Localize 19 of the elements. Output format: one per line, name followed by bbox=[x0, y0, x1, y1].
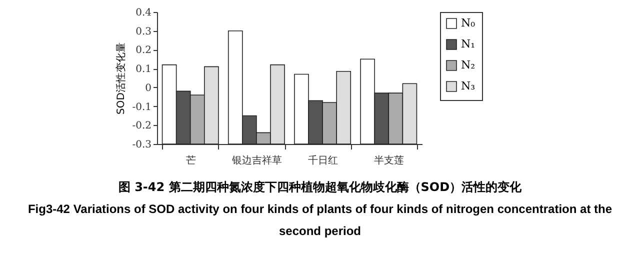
legend-label: N₂ bbox=[461, 58, 476, 72]
x-tick-label: 芒 bbox=[186, 154, 196, 166]
y-tick-label: 0.3 bbox=[136, 26, 152, 38]
y-tick-label: 0.1 bbox=[136, 64, 152, 76]
x-tick-label: 半支莲 bbox=[374, 154, 404, 166]
y-tick-label: -0.3 bbox=[132, 140, 152, 150]
legend-label: N₀ bbox=[461, 16, 476, 30]
legend-label: N₁ bbox=[461, 38, 476, 50]
y-tick-label: -0.1 bbox=[132, 102, 152, 113]
y-tick-label: 0.4 bbox=[136, 8, 152, 18]
y-axis-title: SOD活性变化量 bbox=[115, 42, 128, 114]
y-tick-label: 0 bbox=[145, 82, 152, 94]
legend-label: N₃ bbox=[461, 80, 476, 92]
x-tick-label: 千日红 bbox=[308, 154, 338, 166]
y-tick-label: -0.2 bbox=[132, 120, 152, 132]
y-tick-label: 0.2 bbox=[136, 45, 152, 56]
x-tick-label: 银边吉祥草 bbox=[230, 154, 282, 166]
caption: 图 3-42 第二期四种氮浓度下四种植物超氧化物歧化酶（SOD）活性的变化 bbox=[117, 179, 523, 196]
caption: Fig3-42 Variations of SOD activity on four kinds of plants of four kinds of nitrogen concentration at the second period bbox=[26, 201, 614, 240]
